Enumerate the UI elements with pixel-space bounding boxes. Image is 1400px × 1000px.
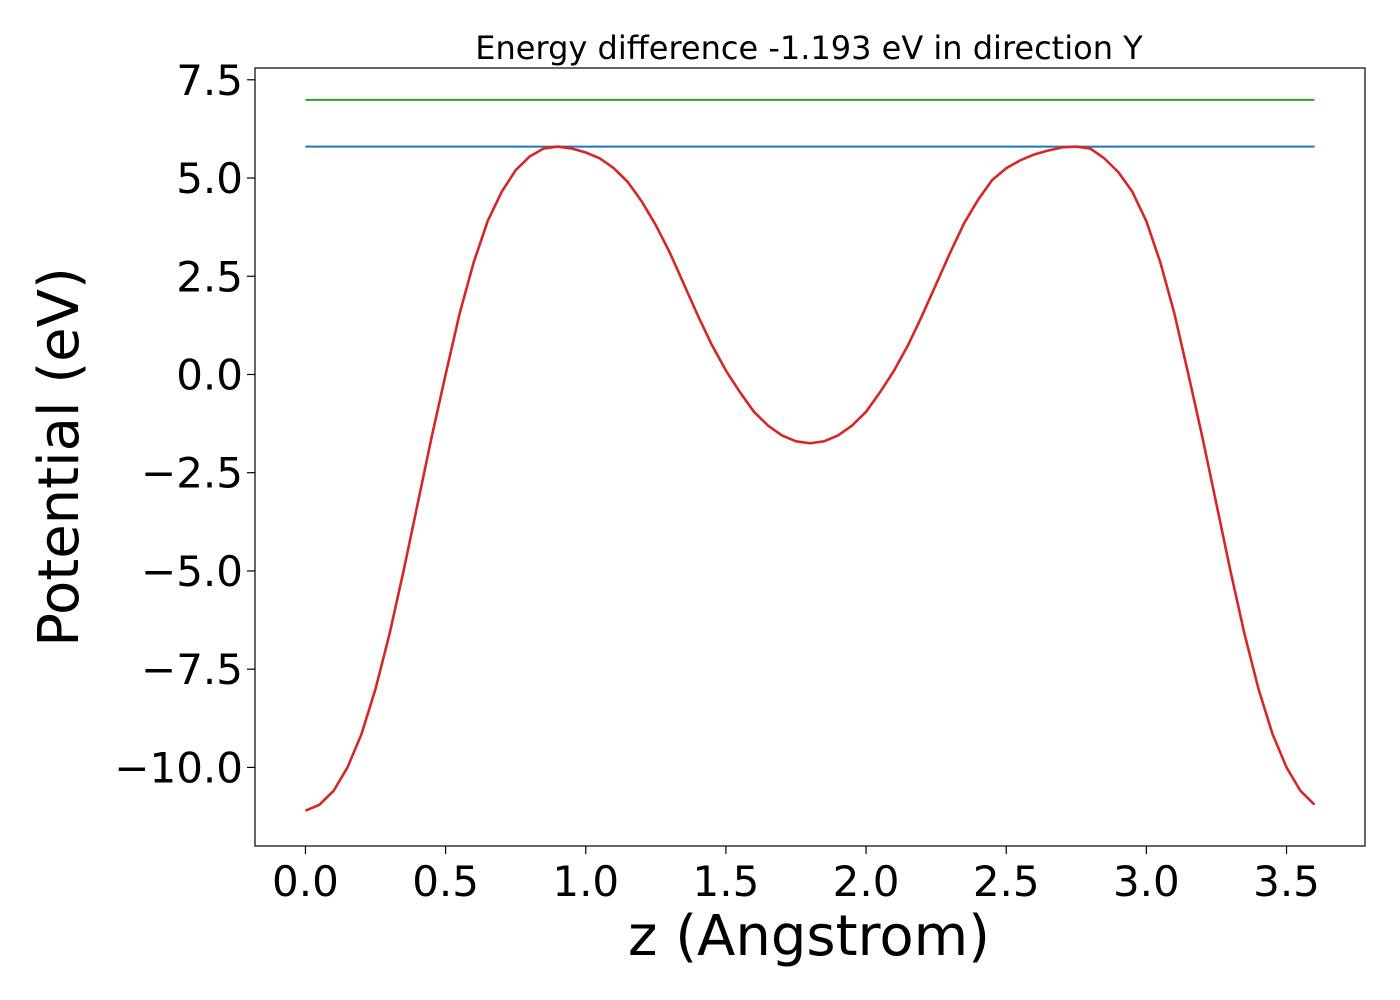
plot-frame — [254, 67, 1366, 847]
x-tick-label: 0.0 — [272, 857, 339, 906]
x-tick-label: 0.5 — [412, 857, 479, 906]
chart-title: Energy difference -1.193 eV in direction… — [475, 29, 1143, 67]
y-axis-ticks: −10.0 −7.5 −5.0 −2.5 0.0 2.5 5.0 7.5 — [114, 56, 255, 792]
y-tick-label: 0.0 — [176, 350, 243, 399]
y-tick-label: 2.5 — [176, 252, 243, 301]
y-tick-label: −2.5 — [141, 449, 243, 498]
x-tick-label: 3.0 — [1113, 857, 1180, 906]
y-tick-label: −7.5 — [141, 645, 243, 694]
series-line-3 — [304, 145, 1316, 812]
y-tick-label: 7.5 — [176, 56, 243, 105]
plot-area — [254, 67, 1366, 847]
y-tick-label: −10.0 — [114, 743, 243, 792]
series-group — [304, 98, 1316, 812]
y-tick-label: −5.0 — [141, 547, 243, 596]
x-axis-title: z (Angstrom) — [628, 904, 990, 969]
y-tick-label: 5.0 — [176, 154, 243, 203]
x-tick-label: 2.5 — [973, 857, 1040, 906]
x-tick-label: 2.0 — [833, 857, 900, 906]
x-tick-label: 1.0 — [552, 857, 619, 906]
x-axis-ticks: 0.0 0.5 1.0 1.5 2.0 2.5 3.0 3.5 — [272, 846, 1320, 906]
y-axis-title: Potential (eV) — [27, 267, 92, 647]
x-tick-label: 1.5 — [693, 857, 760, 906]
x-tick-label: 3.5 — [1253, 857, 1320, 906]
